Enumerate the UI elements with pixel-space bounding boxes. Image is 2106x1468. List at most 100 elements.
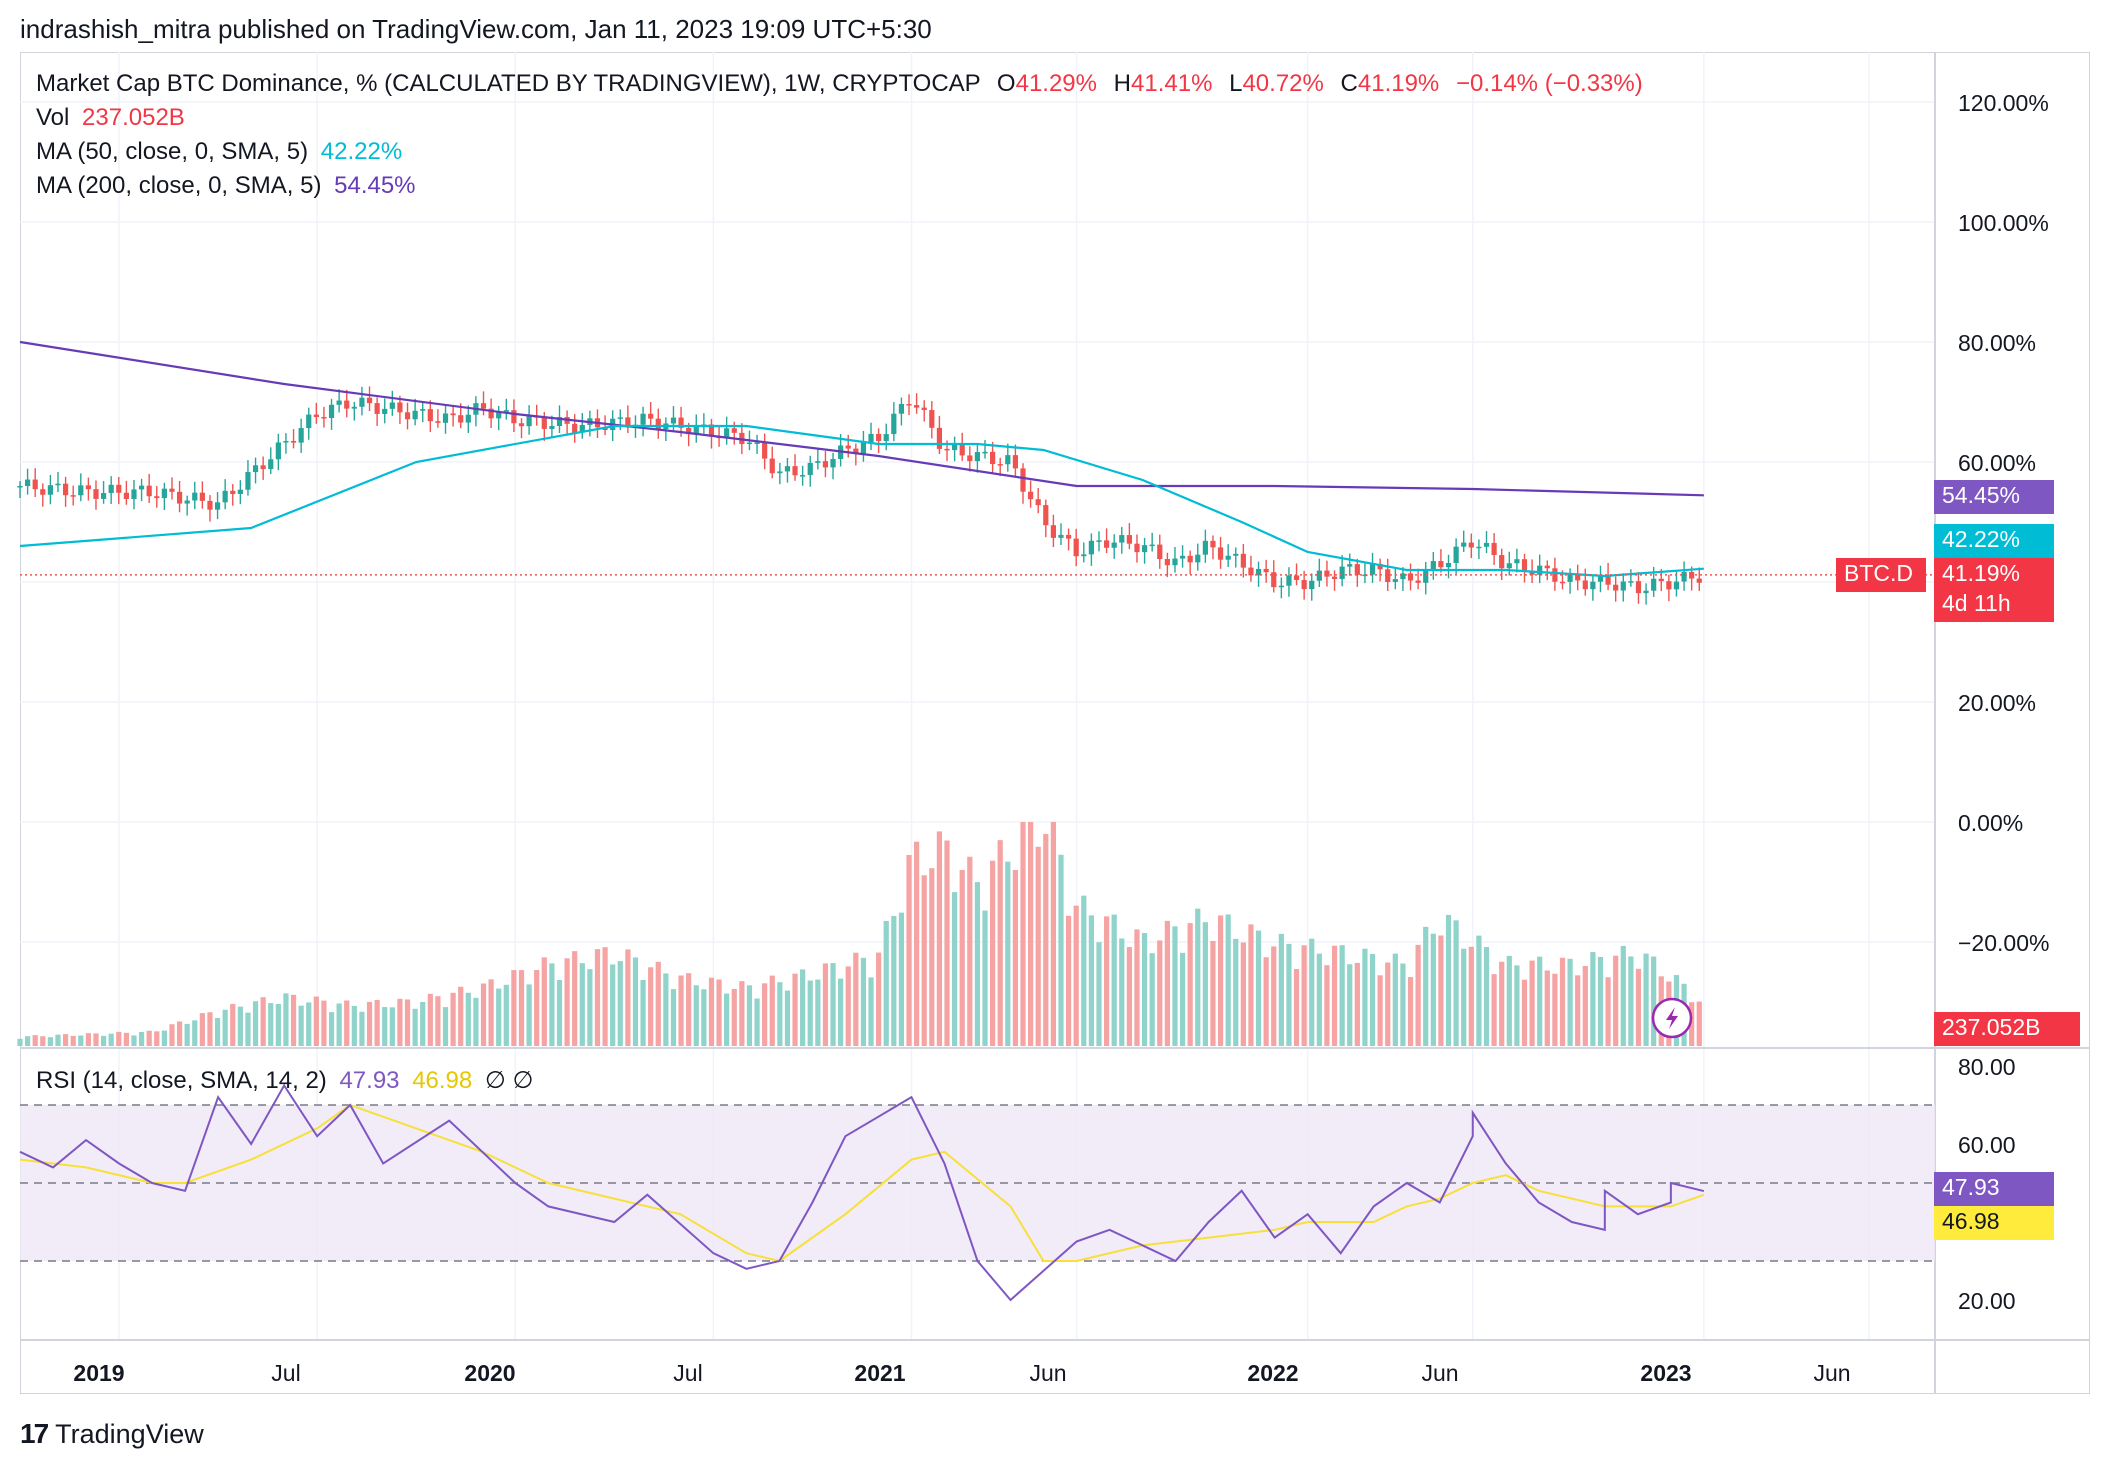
candle-body xyxy=(891,413,897,435)
volume-bar xyxy=(769,975,775,1046)
candle-body xyxy=(420,409,426,411)
candle-body xyxy=(184,500,190,504)
volume-bar xyxy=(1544,970,1550,1046)
candle-body xyxy=(1651,578,1657,591)
volume-bar xyxy=(1369,953,1376,1046)
candle-body xyxy=(298,428,304,443)
candle-body xyxy=(32,479,38,490)
volume-bar xyxy=(906,854,912,1046)
candle-body xyxy=(1316,570,1322,581)
candle-body xyxy=(579,424,585,433)
candle-body xyxy=(116,484,122,493)
volume-bar xyxy=(24,1036,31,1046)
volume-bar xyxy=(1597,956,1604,1046)
volume-bar xyxy=(268,1003,274,1046)
candle-body xyxy=(85,485,91,490)
candle-body xyxy=(344,400,350,409)
candle-body xyxy=(412,410,418,420)
volume-bar xyxy=(62,1034,69,1046)
volume-bar xyxy=(222,1009,228,1046)
candle-body xyxy=(921,407,927,411)
volume-bar xyxy=(252,1001,259,1046)
symbol-badge[interactable]: BTC.D xyxy=(1836,558,1926,592)
candle-body xyxy=(24,479,31,486)
candle-body xyxy=(275,442,281,460)
candle-body xyxy=(1157,544,1163,560)
candle-body xyxy=(290,440,297,443)
volume-bar xyxy=(450,992,456,1046)
volume-bar xyxy=(807,980,813,1046)
candle-body xyxy=(1233,553,1239,556)
volume-bar xyxy=(100,1035,107,1046)
volume-bar xyxy=(1415,944,1421,1046)
candle-body xyxy=(40,489,46,495)
volume-bar xyxy=(731,988,737,1046)
volume-bar xyxy=(1635,968,1642,1046)
candle-body xyxy=(1605,574,1611,585)
volume-bar xyxy=(792,973,798,1046)
candle-body xyxy=(1445,562,1452,568)
rsi-ma-line xyxy=(19,1103,1705,1263)
candle-body xyxy=(1073,538,1079,557)
volume-bar xyxy=(47,1037,53,1046)
tradingview-logo[interactable]: 17 TradingView xyxy=(20,1418,204,1450)
volume-bar xyxy=(283,993,289,1046)
candle-body xyxy=(1468,542,1474,548)
volume-bar xyxy=(526,984,532,1046)
ma200-legend[interactable]: MA (200, close, 0, SMA, 5) 54.45% xyxy=(36,172,416,200)
volume-bar xyxy=(260,997,266,1046)
candle-body xyxy=(169,488,175,492)
time-label: Jun xyxy=(1029,1360,1067,1386)
volume-bar xyxy=(967,856,973,1046)
volume-bar xyxy=(1271,946,1277,1046)
volume-bar xyxy=(746,985,753,1046)
volume-bar xyxy=(1377,975,1383,1046)
rsi-legend[interactable]: RSI (14, close, SMA, 14, 2) 47.93 46.98 … xyxy=(36,1066,533,1095)
candle-body xyxy=(1149,544,1155,547)
legend-o-label: O xyxy=(996,70,1016,97)
candle-body xyxy=(556,417,563,427)
ma50-line xyxy=(19,424,1704,578)
candle-body xyxy=(435,421,441,423)
candle-body xyxy=(1195,554,1201,563)
candle-body xyxy=(359,397,365,407)
candle-body xyxy=(1597,574,1604,582)
candle-body xyxy=(1339,566,1345,579)
candle-body xyxy=(1552,568,1558,582)
price-tick: 100.00% xyxy=(1958,210,2049,236)
candle-body xyxy=(853,448,859,454)
chart-frame[interactable] xyxy=(20,52,2090,1394)
main-legend[interactable]: Market Cap BTC Dominance, % (CALCULATED … xyxy=(36,70,1643,98)
candle-body xyxy=(990,451,996,465)
ma200-value: 54.45% xyxy=(334,172,416,199)
volume-bar xyxy=(32,1035,38,1046)
candle-body xyxy=(1407,573,1414,581)
volume-bar xyxy=(1521,979,1528,1046)
candle-body xyxy=(693,425,699,435)
candle-body xyxy=(1005,455,1011,465)
candle-body xyxy=(1081,554,1087,557)
candle-body xyxy=(1483,542,1490,547)
candle-body xyxy=(397,402,403,413)
ma50-legend[interactable]: MA (50, close, 0, SMA, 5) 42.22% xyxy=(36,138,402,166)
rsi-value: 47.93 xyxy=(339,1067,400,1094)
volume-badge: 237.052B xyxy=(1934,1012,2080,1046)
rsi-ma-badge: 46.98 xyxy=(1934,1206,2054,1240)
candle-body xyxy=(982,451,988,454)
volume-bar xyxy=(192,1020,198,1046)
candle-body xyxy=(252,465,259,473)
volume-bar xyxy=(838,978,844,1046)
time-label: 2020 xyxy=(464,1360,516,1386)
volume-bar xyxy=(1385,962,1391,1046)
candle-body xyxy=(389,402,395,409)
candle-body xyxy=(1400,573,1406,580)
legend-high: 41.41% xyxy=(1131,70,1213,97)
volume-bar xyxy=(648,967,654,1046)
vol-legend[interactable]: Vol 237.052B xyxy=(36,104,185,132)
volume-bar xyxy=(1043,833,1049,1046)
volume-bar xyxy=(1499,961,1505,1046)
volume-bar xyxy=(427,993,433,1046)
candle-body xyxy=(792,466,798,476)
vol-label: Vol xyxy=(36,104,70,131)
